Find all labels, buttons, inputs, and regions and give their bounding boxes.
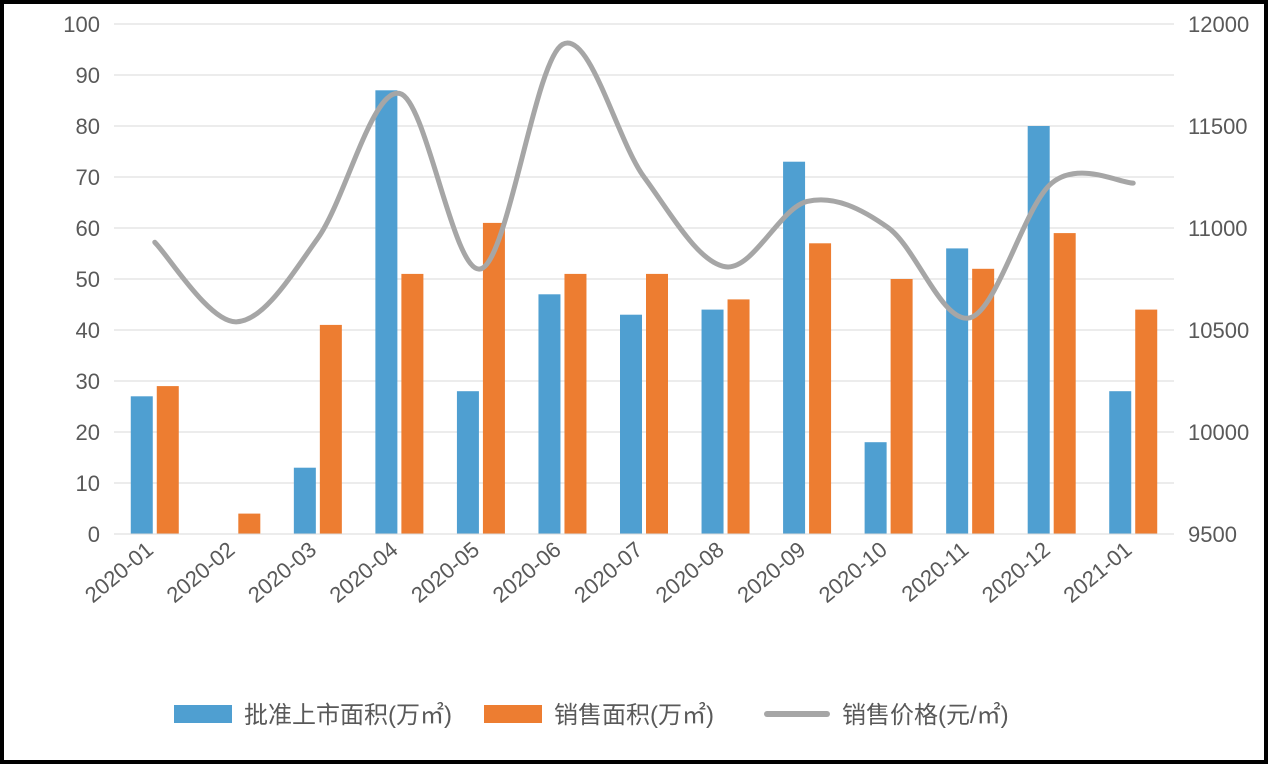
bar-approved bbox=[294, 468, 316, 534]
svg-text:2020-04: 2020-04 bbox=[325, 537, 403, 608]
legend-swatch bbox=[764, 711, 830, 717]
bar-sales_area bbox=[728, 299, 750, 534]
gridlines bbox=[114, 24, 1174, 534]
svg-text:9500: 9500 bbox=[1188, 522, 1237, 547]
bar-approved bbox=[1109, 391, 1131, 534]
bar-approved bbox=[702, 310, 724, 534]
bar-sales_area bbox=[157, 386, 179, 534]
legend-swatch bbox=[484, 705, 542, 723]
svg-text:2020-02: 2020-02 bbox=[162, 537, 240, 608]
bar-approved bbox=[375, 90, 397, 534]
svg-text:2020-08: 2020-08 bbox=[651, 537, 729, 608]
legend: 批准上市面积(万㎡) 销售面积(万㎡) 销售价格(元/㎡) bbox=[174, 702, 1009, 729]
svg-text:2020-07: 2020-07 bbox=[569, 537, 647, 608]
svg-text:2020-11: 2020-11 bbox=[897, 537, 974, 607]
svg-text:12000: 12000 bbox=[1188, 12, 1249, 37]
bar-sales_area bbox=[891, 279, 913, 534]
bar-sales_area bbox=[1054, 233, 1076, 534]
svg-text:30: 30 bbox=[76, 369, 100, 394]
legend-label: 批准上市面积(万㎡) bbox=[244, 702, 452, 729]
bar-approved bbox=[131, 396, 153, 534]
legend-label: 销售价格(元/㎡) bbox=[842, 702, 1009, 729]
legend-label: 销售面积(万㎡) bbox=[554, 702, 714, 729]
bar-sales_area bbox=[646, 274, 668, 534]
svg-text:50: 50 bbox=[76, 267, 100, 292]
bar-approved bbox=[538, 294, 560, 534]
svg-text:100: 100 bbox=[63, 12, 100, 37]
bar-sales_area bbox=[809, 243, 831, 534]
bar-sales_area bbox=[483, 223, 505, 534]
bar-approved bbox=[865, 442, 887, 534]
bar-approved bbox=[620, 315, 642, 534]
svg-text:60: 60 bbox=[76, 216, 100, 241]
svg-text:10500: 10500 bbox=[1188, 318, 1249, 343]
y-axis-left: 0 10 20 30 40 50 60 70 80 90 100 bbox=[63, 12, 100, 547]
bar-sales_area bbox=[1135, 310, 1157, 534]
svg-text:2020-05: 2020-05 bbox=[406, 537, 484, 608]
bar-approved bbox=[946, 248, 968, 534]
y-axis-right: 9500 10000 10500 11000 11500 12000 bbox=[1188, 12, 1249, 547]
svg-text:2020-09: 2020-09 bbox=[732, 537, 810, 608]
svg-text:40: 40 bbox=[76, 318, 100, 343]
svg-text:11500: 11500 bbox=[1188, 114, 1248, 139]
svg-text:20: 20 bbox=[76, 420, 100, 445]
svg-text:10: 10 bbox=[76, 471, 100, 496]
svg-text:2020-01: 2020-01 bbox=[80, 537, 158, 608]
svg-text:70: 70 bbox=[76, 165, 100, 190]
svg-text:11000: 11000 bbox=[1188, 216, 1248, 241]
bar-sales_area bbox=[320, 325, 342, 534]
bar-sales_area bbox=[564, 274, 586, 534]
svg-text:90: 90 bbox=[76, 63, 100, 88]
svg-text:2021-01: 2021-01 bbox=[1059, 537, 1137, 608]
legend-swatch bbox=[174, 705, 232, 723]
chart-container: 0 10 20 30 40 50 60 70 80 90 100 9500 10000 10500 1100… bbox=[0, 0, 1268, 764]
svg-text:0: 0 bbox=[88, 522, 100, 547]
svg-text:10000: 10000 bbox=[1188, 420, 1249, 445]
svg-text:2020-10: 2020-10 bbox=[814, 537, 892, 608]
combo-chart: 0 10 20 30 40 50 60 70 80 90 100 9500 10000 10500 1100… bbox=[4, 4, 1264, 760]
svg-text:80: 80 bbox=[76, 114, 100, 139]
svg-text:2020-12: 2020-12 bbox=[977, 537, 1055, 608]
bar-approved bbox=[457, 391, 479, 534]
bar-sales_area bbox=[238, 514, 260, 534]
bar-sales_area bbox=[401, 274, 423, 534]
svg-text:2020-06: 2020-06 bbox=[488, 537, 566, 608]
x-axis: 2020-012020-022020-032020-042020-052020-… bbox=[80, 537, 1136, 608]
svg-text:2020-03: 2020-03 bbox=[243, 537, 321, 608]
bars bbox=[131, 90, 1157, 534]
